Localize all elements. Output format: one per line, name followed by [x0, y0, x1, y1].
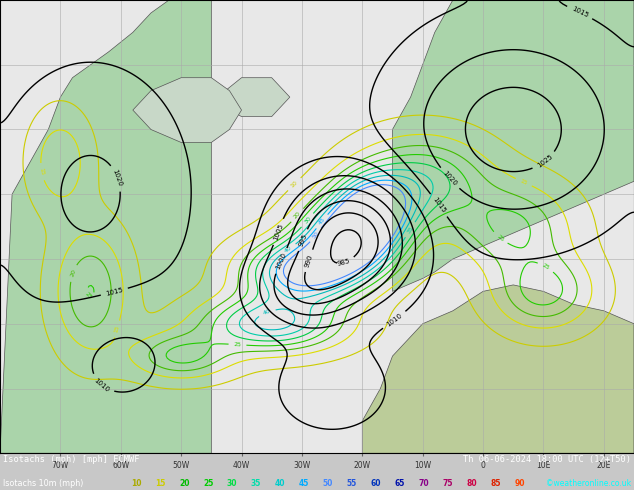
Text: 985: 985: [336, 258, 351, 267]
Text: 40: 40: [275, 479, 285, 488]
Text: 25: 25: [541, 263, 550, 271]
Text: 70: 70: [418, 479, 429, 488]
Text: 25: 25: [203, 479, 214, 488]
Polygon shape: [0, 0, 211, 453]
Text: 1015: 1015: [431, 196, 446, 214]
Text: 60: 60: [371, 479, 381, 488]
Text: 50: 50: [311, 230, 320, 240]
Text: 1010: 1010: [93, 377, 110, 393]
Text: 995: 995: [298, 233, 308, 247]
Text: 45: 45: [318, 217, 327, 226]
Polygon shape: [217, 78, 290, 117]
Text: 75: 75: [443, 479, 453, 488]
Text: 45: 45: [299, 479, 309, 488]
Text: 30: 30: [303, 216, 312, 225]
Text: 1015: 1015: [105, 287, 124, 297]
Text: 85: 85: [491, 479, 501, 488]
Polygon shape: [362, 285, 634, 453]
Text: 35: 35: [251, 479, 261, 488]
Text: 1005: 1005: [273, 222, 284, 241]
Text: 90: 90: [515, 479, 525, 488]
Text: 25: 25: [84, 292, 93, 300]
Text: Isotachs 10m (mph): Isotachs 10m (mph): [3, 479, 84, 488]
Text: 30: 30: [227, 479, 238, 488]
Text: 15: 15: [519, 178, 528, 186]
Text: 1025: 1025: [536, 154, 553, 169]
Text: 1010: 1010: [385, 312, 403, 328]
Text: 990: 990: [304, 253, 314, 268]
Text: 15: 15: [155, 479, 165, 488]
Text: 65: 65: [395, 479, 405, 488]
Text: 1020: 1020: [112, 169, 123, 187]
Text: 20: 20: [293, 211, 302, 220]
Text: 15: 15: [114, 325, 121, 334]
Text: ©weatheronline.co.uk: ©weatheronline.co.uk: [546, 479, 631, 488]
Text: Isotachs (mph) [mph] ECMWF: Isotachs (mph) [mph] ECMWF: [3, 455, 139, 464]
Polygon shape: [392, 0, 634, 292]
Text: 20: 20: [179, 479, 190, 488]
Text: 1015: 1015: [571, 6, 589, 19]
Text: Th 06-06-2024 18:00 UTC (12+T50): Th 06-06-2024 18:00 UTC (12+T50): [463, 455, 631, 464]
Text: 40: 40: [262, 309, 271, 316]
Text: 55: 55: [347, 479, 357, 488]
Text: 50: 50: [323, 479, 333, 488]
Polygon shape: [133, 78, 242, 143]
Text: 10: 10: [131, 479, 141, 488]
Text: 1000: 1000: [275, 251, 288, 270]
Text: 1020: 1020: [441, 170, 458, 187]
Text: 25: 25: [496, 234, 505, 243]
Text: 10: 10: [290, 180, 299, 189]
Text: 80: 80: [467, 479, 477, 488]
Text: 25: 25: [233, 342, 242, 347]
Text: 20: 20: [69, 269, 77, 278]
Text: 40: 40: [284, 245, 293, 254]
Text: 35: 35: [406, 225, 415, 234]
Text: 15: 15: [39, 168, 45, 176]
